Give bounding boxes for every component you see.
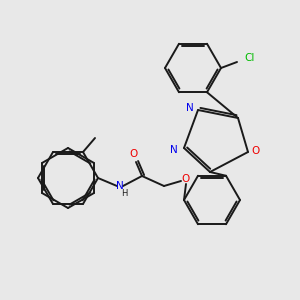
Text: N: N [186,103,194,113]
Text: Cl: Cl [244,53,254,63]
Text: N: N [116,181,124,191]
Text: O: O [252,146,260,156]
Text: N: N [170,145,178,155]
Text: H: H [121,188,127,197]
Text: O: O [182,174,190,184]
Text: O: O [129,149,137,159]
